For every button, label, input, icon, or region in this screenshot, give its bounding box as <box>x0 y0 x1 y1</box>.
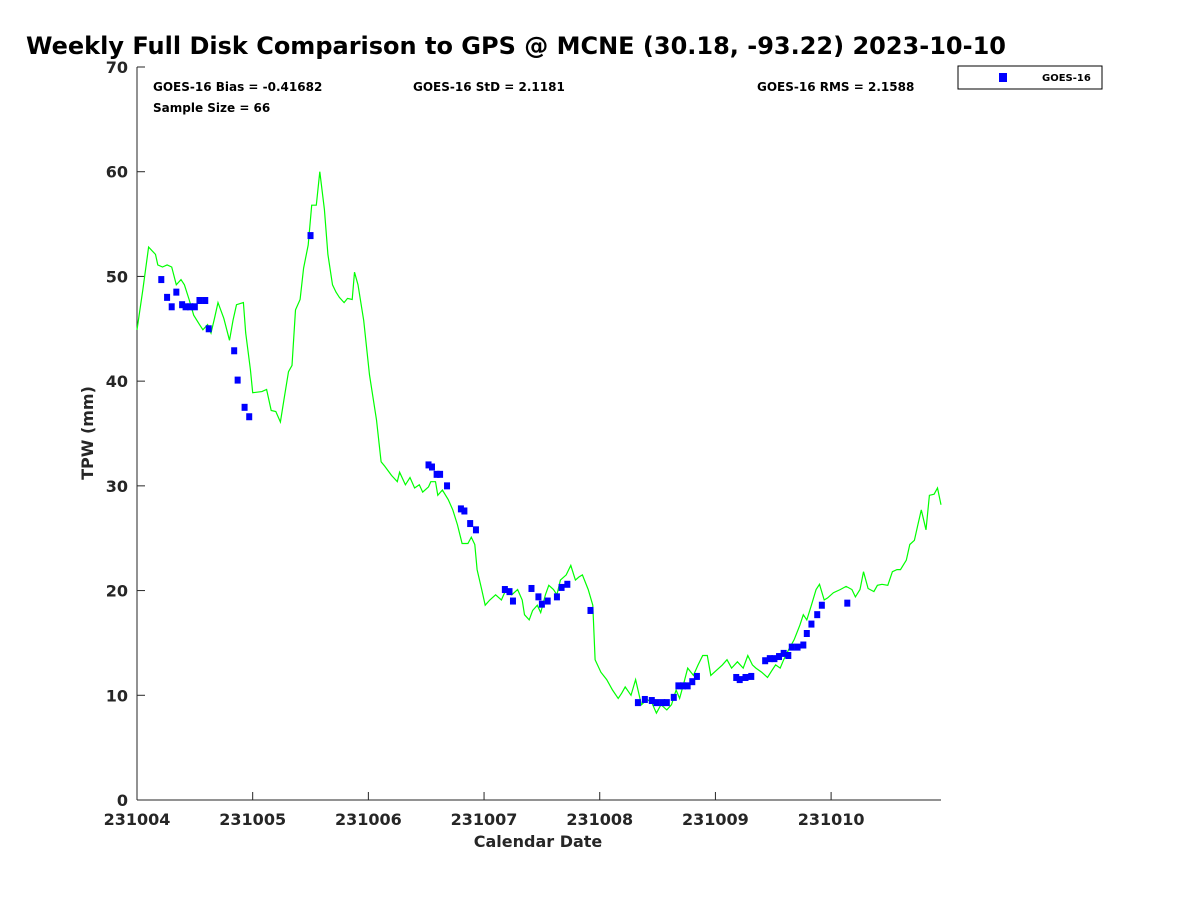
goes-series <box>158 232 851 707</box>
y-tick-label: 30 <box>106 477 128 496</box>
goes-point <box>641 695 648 703</box>
goes-point <box>205 325 212 333</box>
gps-series <box>136 171 942 715</box>
goes-point <box>803 630 810 638</box>
goes-point <box>179 301 186 309</box>
goes-point <box>307 232 314 240</box>
goes-point <box>785 651 792 659</box>
goes-point <box>558 583 565 591</box>
std-stat: GOES-16 StD = 2.1181 <box>413 80 565 94</box>
goes-point <box>675 682 682 690</box>
gps-line <box>136 171 942 715</box>
goes-point <box>684 682 691 690</box>
x-tick-label: 231009 <box>682 810 749 829</box>
sample-size-stat: Sample Size = 66 <box>153 101 270 115</box>
goes-point <box>818 601 825 609</box>
y-tick-label: 60 <box>106 163 128 182</box>
goes-point <box>689 678 696 686</box>
goes-point <box>736 676 743 684</box>
x-tick-label: 231007 <box>451 810 518 829</box>
bias-stat: GOES-16 Bias = -0.41682 <box>153 80 322 94</box>
goes-point <box>653 699 660 707</box>
legend-marker <box>999 73 1007 82</box>
goes-point <box>670 693 677 701</box>
x-tick-label: 231004 <box>104 810 171 829</box>
goes-point <box>457 505 464 513</box>
goes-point <box>234 376 241 384</box>
goes-point <box>748 672 755 680</box>
goes-point <box>168 303 175 311</box>
goes-point <box>659 699 666 707</box>
goes-point <box>246 413 253 421</box>
goes-point <box>814 611 821 619</box>
axes: 0 10 20 30 40 50 60 70 231004 231005 231006 231007 2… <box>104 58 941 829</box>
goes-point <box>241 403 248 411</box>
goes-point <box>553 593 560 601</box>
goes-point <box>196 297 203 305</box>
goes-point <box>800 641 807 649</box>
goes-point <box>535 593 542 601</box>
goes-point <box>509 597 516 605</box>
y-tick-label: 20 <box>106 582 128 601</box>
goes-point <box>444 482 451 490</box>
goes-point <box>231 347 238 355</box>
y-tick-label: 10 <box>106 686 128 705</box>
x-axis-label: Calendar Date <box>474 832 603 851</box>
goes-point <box>844 599 851 607</box>
goes-point <box>808 620 815 628</box>
goes-point <box>437 470 444 478</box>
goes-point <box>762 657 769 665</box>
goes-point <box>428 463 435 471</box>
goes-point <box>158 276 165 284</box>
goes-point <box>780 649 787 657</box>
goes-point <box>538 600 545 608</box>
goes-point <box>202 297 209 305</box>
rms-stat: GOES-16 RMS = 2.1588 <box>757 80 914 94</box>
goes-point <box>634 699 641 707</box>
goes-point <box>467 520 474 528</box>
y-tick-label: 40 <box>106 372 128 391</box>
goes-point <box>794 643 801 651</box>
goes-point <box>680 682 687 690</box>
y-axis-label: TPW (mm) <box>78 386 97 480</box>
goes-point <box>733 673 740 681</box>
goes-point <box>648 697 655 705</box>
x-tick-label: 231005 <box>219 810 286 829</box>
goes-point <box>164 293 171 301</box>
y-tick-label: 0 <box>117 791 128 810</box>
goes-point <box>693 672 700 680</box>
goes-point <box>771 655 778 663</box>
goes-point <box>564 580 571 588</box>
y-tick-label: 50 <box>106 267 128 286</box>
goes-point <box>788 643 795 651</box>
goes-point <box>501 586 508 594</box>
x-tick-label: 231010 <box>798 810 865 829</box>
x-tick-label: 231008 <box>566 810 633 829</box>
chart-title: Weekly Full Disk Comparison to GPS @ MCN… <box>26 32 1006 60</box>
goes-point <box>544 597 551 605</box>
goes-point <box>776 653 783 661</box>
y-tick-label: 70 <box>106 58 128 77</box>
x-tick-label: 231006 <box>335 810 402 829</box>
goes-point <box>425 461 432 469</box>
goes-point <box>506 588 513 596</box>
goes-point <box>173 288 180 296</box>
goes-point <box>528 584 535 592</box>
goes-point <box>663 699 670 707</box>
goes-point <box>191 303 198 311</box>
goes-point <box>433 470 440 478</box>
legend-label: GOES-16 <box>1042 73 1091 84</box>
goes-point <box>587 606 594 614</box>
legend: GOES-16 <box>957 65 1103 90</box>
goes-point <box>472 526 479 534</box>
goes-point <box>461 507 468 515</box>
goes-point <box>766 655 773 663</box>
legend-box <box>957 65 1103 90</box>
goes-point <box>187 303 194 311</box>
goes-point <box>742 673 749 681</box>
goes-point <box>182 303 189 311</box>
